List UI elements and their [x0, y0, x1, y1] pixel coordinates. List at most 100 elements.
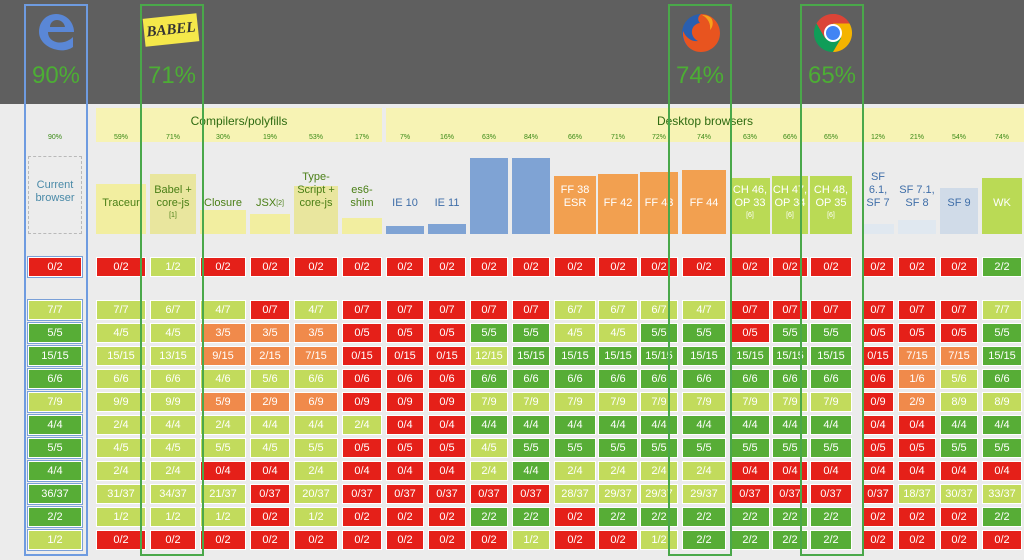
result-cell[interactable]: 0/37	[342, 484, 382, 504]
result-cell[interactable]: 0/2	[810, 257, 852, 277]
result-cell[interactable]: 6/6	[772, 369, 808, 389]
result-cell[interactable]: 6/6	[294, 369, 338, 389]
result-cell[interactable]: 0/2	[470, 257, 508, 277]
result-cell[interactable]: 4/6	[200, 369, 246, 389]
result-cell[interactable]: 0/2	[898, 507, 936, 527]
result-cell[interactable]: 0/7	[428, 300, 466, 320]
result-cell[interactable]: 5/5	[512, 323, 550, 343]
result-cell[interactable]: 0/7	[386, 300, 424, 320]
result-cell[interactable]: 0/5	[428, 323, 466, 343]
result-cell[interactable]: 0/5	[898, 323, 936, 343]
result-cell[interactable]: 13/15	[150, 346, 196, 366]
result-cell[interactable]: 0/4	[730, 461, 770, 481]
result-cell[interactable]: 21/37	[200, 484, 246, 504]
result-cell[interactable]: 5/5	[730, 438, 770, 458]
result-cell[interactable]: 28/37	[554, 484, 596, 504]
result-cell[interactable]: 8/9	[940, 392, 978, 412]
result-cell[interactable]: 0/9	[342, 392, 382, 412]
result-cell[interactable]: 2/2	[682, 530, 726, 550]
result-cell[interactable]: 0/2	[342, 530, 382, 550]
result-cell[interactable]: 6/6	[598, 369, 638, 389]
result-cell[interactable]: 30/37	[940, 484, 978, 504]
result-cell[interactable]: 4/4	[250, 415, 290, 435]
result-cell[interactable]: 18/37	[898, 484, 936, 504]
result-cell[interactable]: 7/15	[294, 346, 338, 366]
result-cell[interactable]: 5/6	[940, 369, 978, 389]
result-cell[interactable]: 9/9	[96, 392, 146, 412]
result-cell[interactable]: 0/9	[862, 392, 894, 412]
result-cell[interactable]: 0/4	[200, 461, 246, 481]
result-cell[interactable]: 0/7	[862, 300, 894, 320]
result-cell[interactable]: 6/6	[470, 369, 508, 389]
result-cell[interactable]: 15/15	[730, 346, 770, 366]
result-cell[interactable]: 0/6	[342, 369, 382, 389]
result-cell[interactable]: 2/2	[982, 507, 1022, 527]
result-cell[interactable]: 6/6	[554, 369, 596, 389]
result-cell[interactable]: 34/37	[150, 484, 196, 504]
result-cell[interactable]: 4/4	[682, 415, 726, 435]
result-cell[interactable]: 0/2	[940, 530, 978, 550]
result-cell[interactable]: 0/5	[342, 323, 382, 343]
result-cell[interactable]: 5/5	[554, 438, 596, 458]
result-cell[interactable]: 0/5	[862, 438, 894, 458]
result-cell[interactable]: 2/4	[96, 461, 146, 481]
result-cell[interactable]: 1/2	[96, 507, 146, 527]
result-cell[interactable]: 2/2	[27, 506, 83, 528]
result-cell[interactable]: 6/6	[27, 368, 83, 390]
result-cell[interactable]: 0/37	[470, 484, 508, 504]
result-cell[interactable]: 0/4	[940, 461, 978, 481]
result-cell[interactable]: 5/5	[27, 322, 83, 344]
result-cell[interactable]: 0/2	[250, 507, 290, 527]
result-cell[interactable]: 29/37	[682, 484, 726, 504]
result-cell[interactable]: 7/9	[730, 392, 770, 412]
result-cell[interactable]: 1/2	[150, 507, 196, 527]
result-cell[interactable]: 0/2	[940, 257, 978, 277]
result-cell[interactable]: 7/9	[682, 392, 726, 412]
result-cell[interactable]: 0/2	[200, 257, 246, 277]
result-cell[interactable]: 2/2	[512, 507, 550, 527]
result-cell[interactable]: 0/2	[250, 257, 290, 277]
result-cell[interactable]: 0/2	[862, 257, 894, 277]
result-cell[interactable]: 5/5	[200, 438, 246, 458]
result-cell[interactable]: 6/6	[96, 369, 146, 389]
result-cell[interactable]: 0/2	[250, 530, 290, 550]
result-cell[interactable]: 15/15	[810, 346, 852, 366]
result-cell[interactable]: 4/4	[810, 415, 852, 435]
result-cell[interactable]: 1/2	[27, 529, 83, 551]
result-cell[interactable]: 2/4	[96, 415, 146, 435]
result-cell[interactable]: 0/9	[428, 392, 466, 412]
result-cell[interactable]: 0/4	[772, 461, 808, 481]
result-cell[interactable]: 7/9	[598, 392, 638, 412]
result-cell[interactable]: 0/2	[27, 256, 83, 278]
result-cell[interactable]: 6/9	[294, 392, 338, 412]
result-cell[interactable]: 5/5	[470, 323, 508, 343]
result-cell[interactable]: 15/15	[682, 346, 726, 366]
result-cell[interactable]: 7/15	[940, 346, 978, 366]
result-cell[interactable]: 0/2	[342, 507, 382, 527]
result-cell[interactable]: 15/15	[27, 345, 83, 367]
result-cell[interactable]: 7/9	[470, 392, 508, 412]
result-cell[interactable]: 0/2	[200, 530, 246, 550]
result-cell[interactable]: 1/2	[512, 530, 550, 550]
result-cell[interactable]: 4/5	[150, 323, 196, 343]
result-cell[interactable]: 0/4	[342, 461, 382, 481]
result-cell[interactable]: 5/5	[772, 323, 808, 343]
result-cell[interactable]: 5/5	[598, 438, 638, 458]
result-cell[interactable]: 2/4	[554, 461, 596, 481]
result-cell[interactable]: 0/15	[428, 346, 466, 366]
result-cell[interactable]: 0/37	[862, 484, 894, 504]
result-cell[interactable]: 6/7	[150, 300, 196, 320]
result-cell[interactable]: 2/2	[598, 507, 638, 527]
result-cell[interactable]: 20/37	[294, 484, 338, 504]
result-cell[interactable]: 29/37	[598, 484, 638, 504]
result-cell[interactable]: 6/7	[554, 300, 596, 320]
column-header-ff38[interactable]: FF 38 ESR	[554, 150, 596, 234]
result-cell[interactable]: 5/5	[940, 438, 978, 458]
column-header-closure[interactable]: Closure	[200, 150, 246, 234]
column-header-edge12[interactable]	[470, 150, 508, 234]
column-header-jsx[interactable]: JSX [2]	[250, 150, 290, 234]
result-cell[interactable]: 0/2	[982, 530, 1022, 550]
result-cell[interactable]: 4/7	[682, 300, 726, 320]
result-cell[interactable]: 2/4	[294, 461, 338, 481]
result-cell[interactable]: 4/4	[730, 415, 770, 435]
